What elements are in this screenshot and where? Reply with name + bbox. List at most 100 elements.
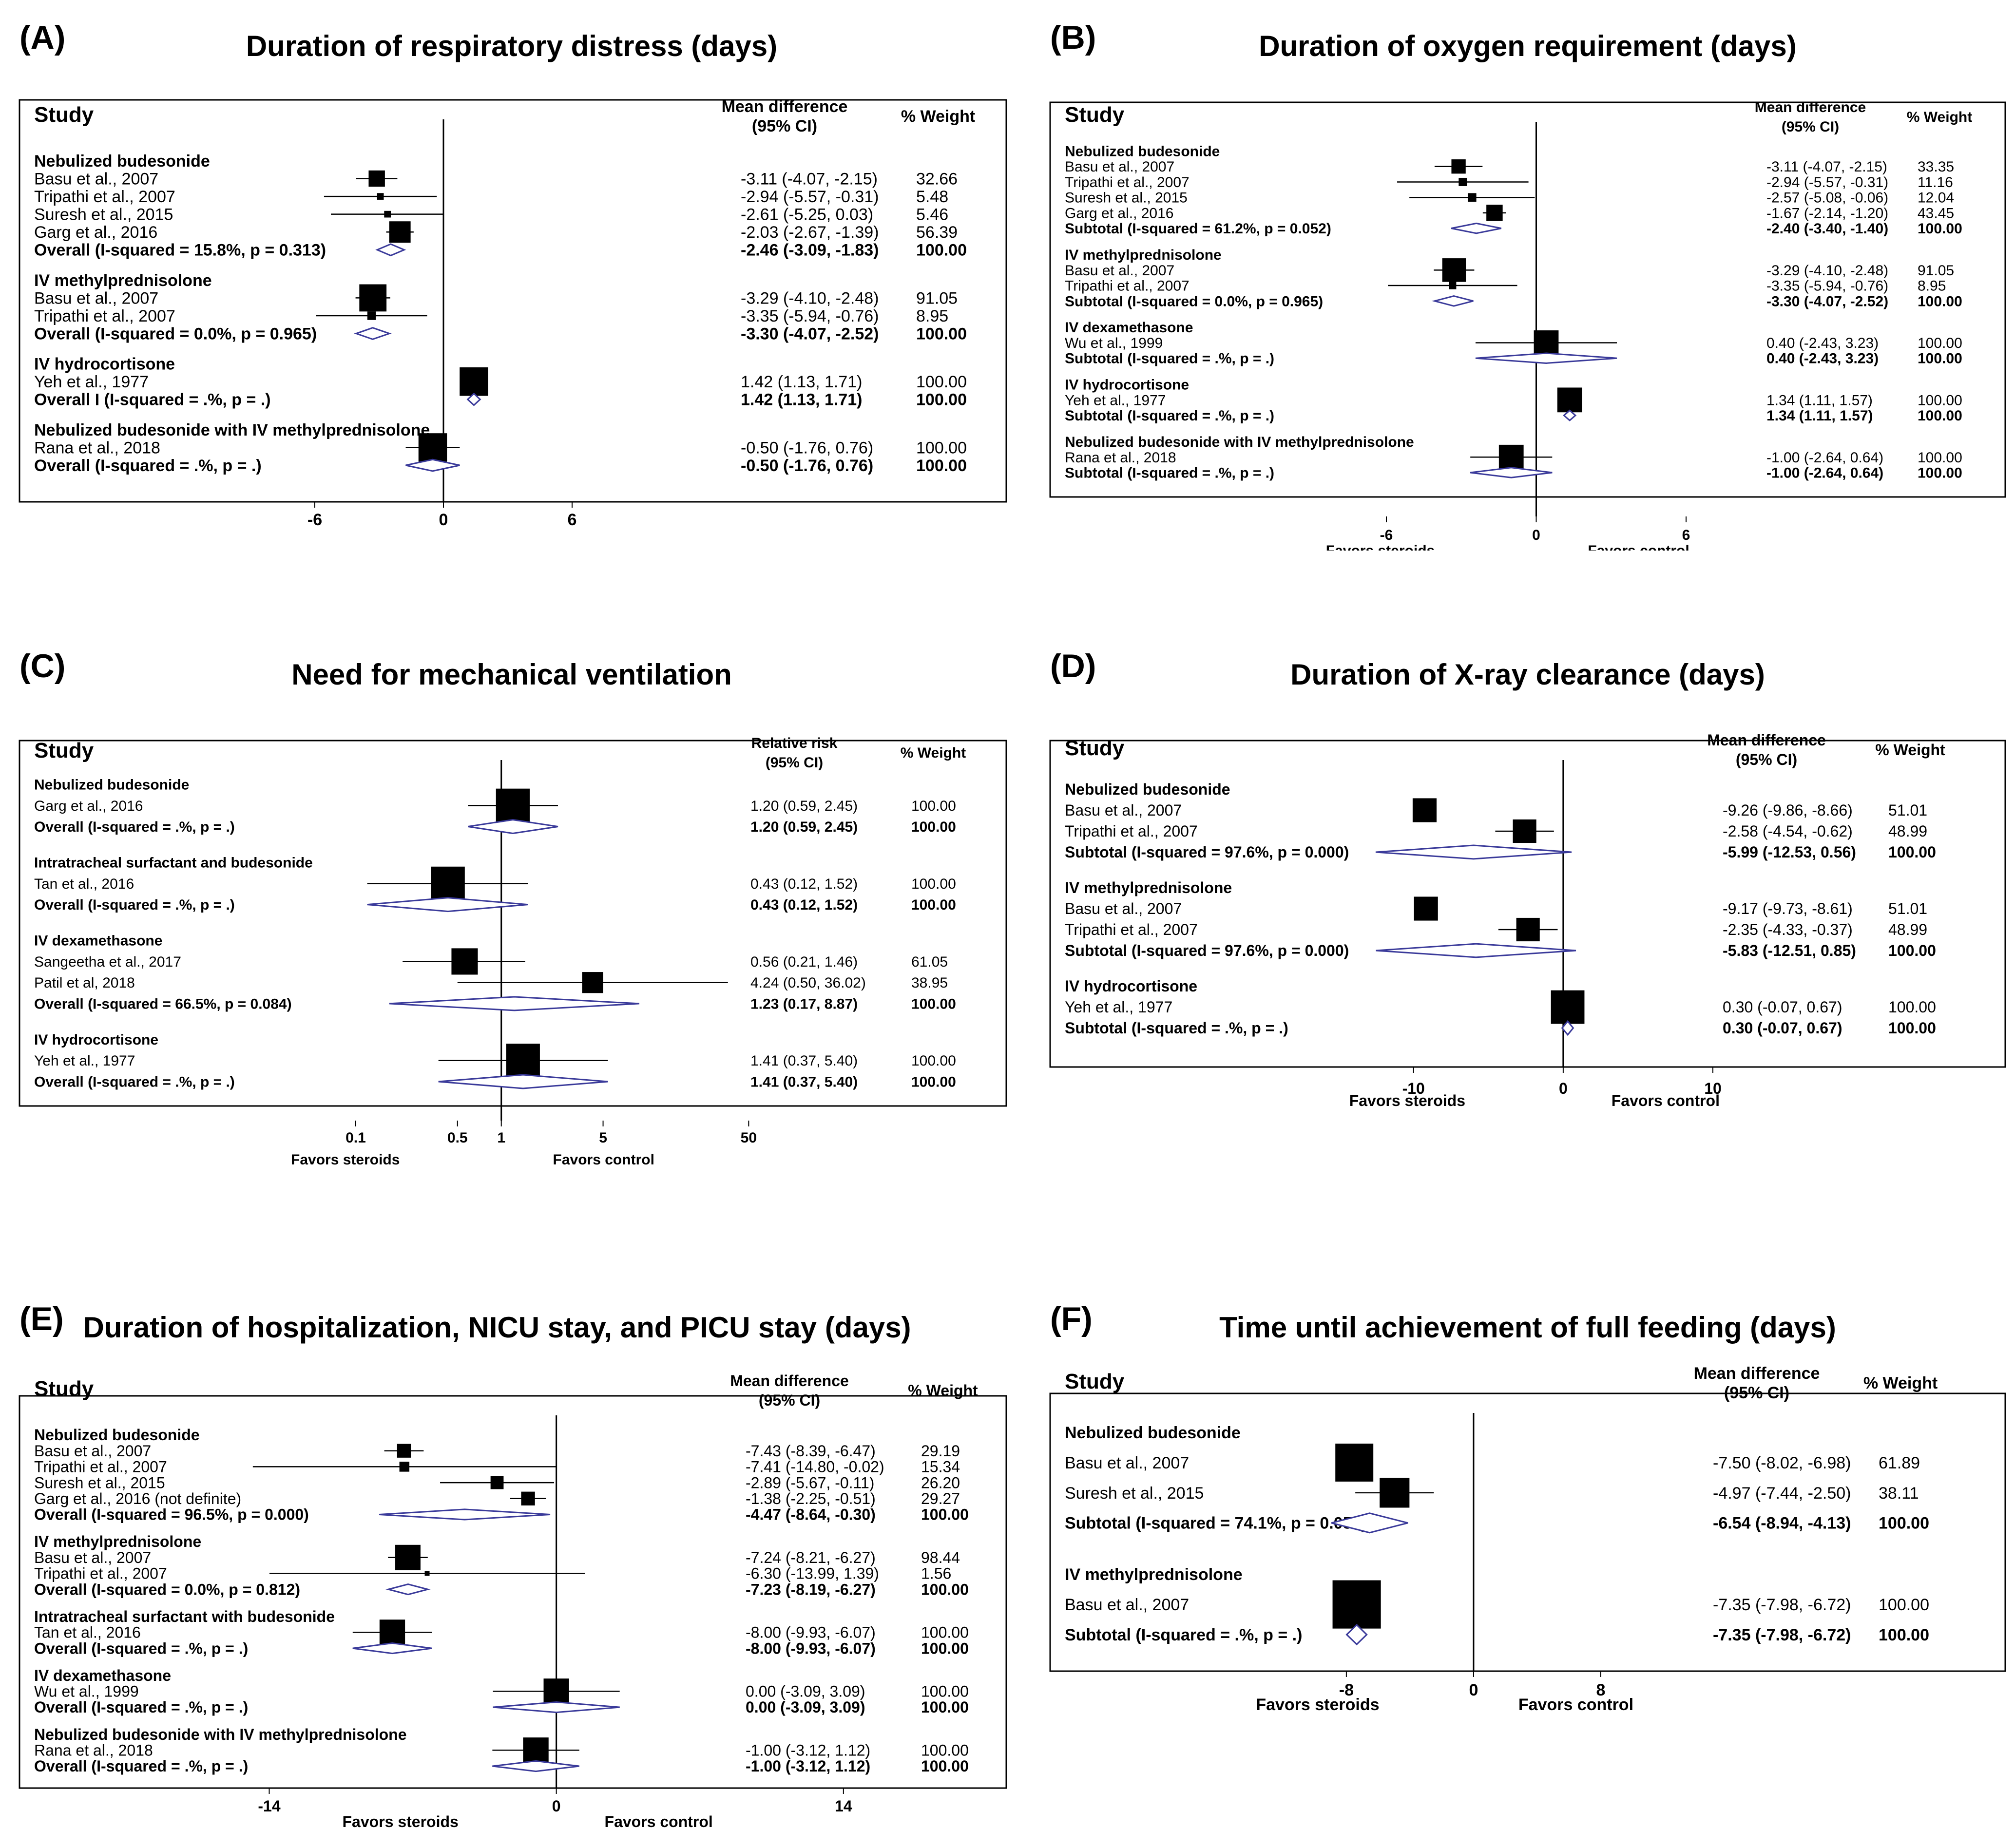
pooled-weight-value: 100.00: [1888, 843, 1936, 861]
effect-square-basu-et-al-2007: [359, 284, 387, 312]
effect-square-sangeetha-et-al-2017: [451, 948, 478, 975]
forest-plot-svg: (E) Duration of hospitalization, NICU sta…: [19, 1300, 1007, 1830]
panel-d: (D) Duration of X-ray clearance (days) Stu…: [1040, 638, 2015, 1164]
study-weight-value: 100.00: [911, 798, 956, 814]
study-weight-value: 100.00: [911, 876, 956, 892]
study-ci-value: 1.34 (1.11, 1.57): [1766, 392, 1873, 408]
pooled-weight-value: 100.00: [921, 1639, 969, 1657]
subgroup-heading: IV dexamethasone: [1065, 320, 1193, 336]
pooled-weight-value: 100.00: [911, 819, 956, 835]
pooled-label: Overall (I-squared = .%, p = .): [34, 1698, 248, 1716]
study-weight-value: 29.27: [921, 1490, 960, 1507]
pooled-diamond-subtotal-i-squared-0-0-p-0-965: [1431, 295, 1474, 307]
pooled-ci-value: 1.20 (0.59, 2.45): [750, 819, 858, 835]
axis-tick-label: -14: [258, 1797, 280, 1815]
pooled-weight-value: 100.00: [916, 241, 967, 260]
pooled-diamond-subtotal-i-squared-p: [1345, 1623, 1368, 1646]
study-label: Suresh et al., 2015: [1065, 190, 1188, 206]
pooled-label: Subtotal (I-squared = .%, p = .): [1065, 351, 1274, 367]
panel-b: (B) Duration of oxygen requirement (days)…: [1040, 10, 2015, 551]
pooled-diamond-overall-i-squared-p: [438, 1074, 608, 1089]
effect-square-suresh-et-al-2015: [1467, 193, 1477, 202]
pooled-weight-value: 100.00: [1918, 221, 1962, 237]
study-ci-value: -1.38 (-2.25, -0.51): [746, 1490, 876, 1507]
pooled-ci-value: 1.23 (0.17, 8.87): [750, 996, 858, 1012]
axis-tick-label: 6: [568, 511, 577, 526]
pooled-ci-value: 0.30 (-0.07, 0.67): [1723, 1019, 1842, 1037]
pooled-diamond-overall-i-squared-0-0-p-0-965: [354, 327, 392, 340]
study-weight-value: 1.56: [921, 1565, 951, 1582]
effect-square-tripathi-et-al-2007: [399, 1462, 410, 1472]
axis-tick-label: -10: [1402, 1080, 1425, 1097]
pooled-label: Overall (I-squared = 0.0%, p = 0.965): [34, 324, 317, 343]
effect-square-suresh-et-al-2015: [1380, 1478, 1410, 1508]
study-ci-value: -2.94 (-5.57, -0.31): [741, 188, 879, 206]
plot-frame: [1049, 101, 2006, 498]
study-ci-value: -4.97 (-7.44, -2.50): [1713, 1484, 1851, 1503]
study-weight-value: 38.11: [1879, 1484, 1919, 1503]
study-ci-value: -7.43 (-8.39, -6.47): [746, 1442, 876, 1460]
pooled-ci-value: -0.50 (-1.76, 0.76): [741, 457, 873, 475]
pooled-diamond-overall-i-squared-p: [352, 1642, 432, 1655]
pooled-ci-value: -2.46 (-3.09, -1.83): [741, 241, 879, 260]
effect-square-tripathi-et-al-2007: [377, 193, 384, 200]
study-ci-value: -7.41 (-14.80, -0.02): [746, 1458, 884, 1476]
weight-header: % Weight: [908, 1382, 978, 1399]
subgroup-heading: IV methylprednisolone: [34, 271, 212, 290]
panel-title: Duration of X-ray clearance (days): [1290, 658, 1765, 691]
effect-square-garg-et-al-2016: [496, 788, 530, 822]
subgroup-heading: Nebulized budesonide: [1065, 144, 1220, 160]
study-weight-value: 100.00: [921, 1624, 969, 1641]
axis-tick-label: -8: [1339, 1681, 1354, 1699]
subgroup-heading: IV methylprednisolone: [1065, 247, 1222, 263]
pooled-ci-value: -7.23 (-8.19, -6.27): [746, 1581, 876, 1598]
pooled-label: Subtotal (I-squared = 97.6%, p = 0.000): [1065, 843, 1349, 861]
weight-header: % Weight: [901, 107, 975, 126]
pooled-diamond-subtotal-i-squared-p: [1475, 352, 1617, 364]
pooled-label: Subtotal (I-squared = 97.6%, p = 0.000): [1065, 942, 1349, 959]
study-ci-value: -3.29 (-4.10, -2.48): [1766, 263, 1888, 279]
study-label: Garg et al., 2016: [34, 223, 157, 242]
subgroup-heading: Nebulized budesonide: [34, 777, 189, 793]
study-ci-value: -7.24 (-8.21, -6.27): [746, 1549, 876, 1566]
pooled-label: Overall I (I-squared = .%, p = .): [34, 391, 271, 409]
study-ci-value: -7.35 (-7.98, -6.72): [1713, 1596, 1851, 1614]
pooled-label: Subtotal (I-squared = 0.0%, p = 0.965): [1065, 293, 1323, 309]
subgroup-heading: Nebulized budesonide: [34, 1426, 200, 1444]
effect-header-ci: (95% CI): [1736, 751, 1797, 768]
pooled-weight-value: 100.00: [911, 1074, 956, 1090]
study-label: Basu et al., 2007: [34, 289, 158, 307]
panel-label: (B): [1050, 19, 1096, 56]
axis-tick-label: 0: [1532, 527, 1540, 543]
favors-control-label: Favors control: [1588, 543, 1689, 551]
study-ci-value: -9.26 (-9.86, -8.66): [1723, 801, 1853, 819]
effect-square-rana-et-al-2018: [523, 1737, 549, 1763]
pooled-ci-value: -7.35 (-7.98, -6.72): [1713, 1626, 1851, 1644]
effect-square-basu-et-al-2007: [368, 170, 385, 187]
study-weight-value: 100.00: [1888, 998, 1936, 1016]
subgroup-heading: IV dexamethasone: [34, 933, 162, 949]
study-label: Wu et al., 1999: [1065, 335, 1163, 351]
study-ci-value: 0.56 (0.21, 1.46): [750, 954, 858, 970]
study-label: Tripathi et al., 2007: [1065, 278, 1190, 294]
effect-square-basu-et-al-2007: [1335, 1443, 1374, 1482]
effect-square-basu-et-al-2007: [395, 1544, 421, 1570]
pooled-label: Overall (I-squared = 66.5%, p = 0.084): [34, 996, 292, 1012]
pooled-ci-value: -3.30 (-4.07, -2.52): [1766, 293, 1888, 309]
pooled-weight-value: 100.00: [1918, 465, 1962, 481]
pooled-diamond-subtotal-i-squared-74-1-p-0-050: [1331, 1512, 1408, 1534]
study-weight-value: 100.00: [911, 1053, 956, 1069]
subgroup-heading: IV hydrocortisone: [1065, 977, 1197, 995]
pooled-diamond-subtotal-i-squared-61-2-p-0-052: [1451, 222, 1502, 234]
study-ci-value: -3.35 (-5.94, -0.76): [741, 307, 879, 325]
effect-square-wu-et-al-1999: [1534, 330, 1559, 355]
study-label: Suresh et al., 2015: [34, 206, 173, 224]
forest-plot-svg: (B) Duration of oxygen requirement (days)…: [1049, 19, 2006, 551]
effect-square-garg-et-al-2016: [389, 221, 411, 243]
subgroup-heading: IV methylprednisolone: [1065, 879, 1232, 896]
study-weight-value: 38.95: [911, 975, 948, 991]
study-label: Garg et al., 2016 (not definite): [34, 1490, 241, 1507]
study-ci-value: 1.41 (0.37, 5.40): [750, 1053, 858, 1069]
pooled-weight-value: 100.00: [911, 897, 956, 913]
subgroup-heading: IV dexamethasone: [34, 1667, 171, 1684]
